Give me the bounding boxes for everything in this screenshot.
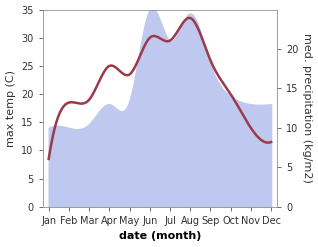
Y-axis label: med. precipitation (kg/m2): med. precipitation (kg/m2) <box>302 33 313 183</box>
X-axis label: date (month): date (month) <box>119 231 201 242</box>
Y-axis label: max temp (C): max temp (C) <box>5 70 16 147</box>
